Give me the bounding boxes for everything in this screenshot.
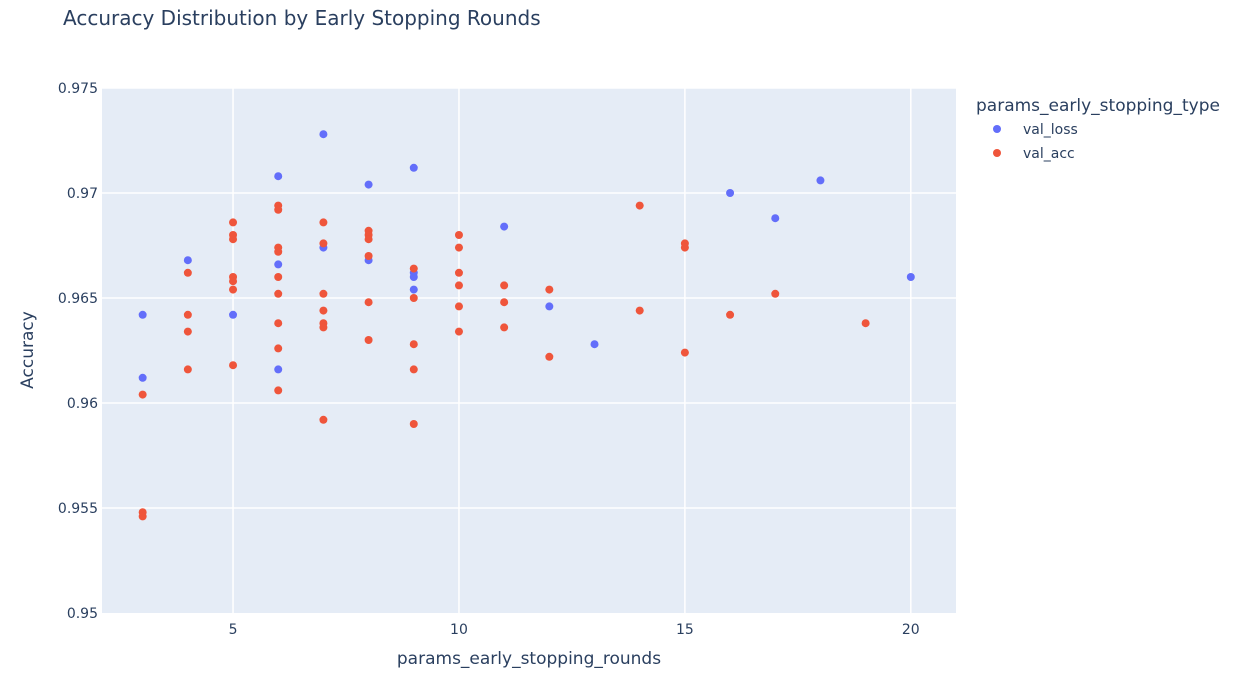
data-point[interactable] bbox=[138, 310, 147, 319]
data-point[interactable] bbox=[409, 163, 418, 172]
data-point[interactable] bbox=[545, 302, 554, 311]
x-tick-label: 5 bbox=[229, 622, 238, 638]
data-points bbox=[138, 130, 915, 521]
data-point[interactable] bbox=[274, 247, 283, 256]
data-point[interactable] bbox=[454, 268, 463, 277]
data-point[interactable] bbox=[364, 180, 373, 189]
legend-item-val_acc[interactable]: val_acc bbox=[993, 146, 1075, 162]
data-point[interactable] bbox=[409, 365, 418, 374]
data-point[interactable] bbox=[409, 294, 418, 302]
data-point[interactable] bbox=[726, 189, 735, 197]
legend-item-val_loss[interactable]: val_loss bbox=[993, 122, 1078, 138]
data-point[interactable] bbox=[816, 176, 825, 185]
data-point[interactable] bbox=[771, 289, 780, 298]
data-point[interactable] bbox=[138, 373, 147, 382]
data-point[interactable] bbox=[319, 323, 328, 332]
data-point[interactable] bbox=[364, 235, 373, 244]
legend-title: params_early_stopping_type bbox=[976, 96, 1220, 116]
grid-lines bbox=[102, 87, 956, 613]
data-point[interactable] bbox=[229, 235, 238, 244]
data-point[interactable] bbox=[183, 365, 192, 374]
data-point[interactable] bbox=[861, 319, 870, 328]
data-point[interactable] bbox=[635, 201, 644, 210]
y-tick-label: 0.95 bbox=[67, 606, 98, 622]
data-point[interactable] bbox=[274, 273, 283, 281]
data-point[interactable] bbox=[500, 298, 509, 307]
data-point[interactable] bbox=[454, 281, 463, 290]
series-val_acc bbox=[138, 201, 870, 521]
legend-label: val_loss bbox=[1023, 122, 1078, 138]
data-point[interactable] bbox=[229, 277, 238, 286]
plot-area bbox=[102, 88, 956, 613]
data-point[interactable] bbox=[726, 310, 735, 319]
data-point[interactable] bbox=[319, 306, 328, 315]
data-point[interactable] bbox=[409, 285, 418, 294]
data-point[interactable] bbox=[183, 268, 192, 277]
data-point[interactable] bbox=[138, 512, 147, 521]
legend-label: val_acc bbox=[1023, 146, 1075, 162]
x-axis-title: params_early_stopping_rounds bbox=[397, 649, 661, 669]
y-tick-label: 0.975 bbox=[58, 81, 98, 97]
data-point[interactable] bbox=[274, 344, 283, 353]
legend-marker bbox=[993, 125, 1001, 133]
data-point[interactable] bbox=[545, 352, 554, 361]
data-point[interactable] bbox=[545, 285, 554, 294]
data-point[interactable] bbox=[409, 340, 418, 349]
data-point[interactable] bbox=[274, 365, 283, 374]
data-point[interactable] bbox=[319, 218, 328, 227]
data-point[interactable] bbox=[364, 336, 373, 344]
data-point[interactable] bbox=[454, 327, 463, 336]
data-point[interactable] bbox=[274, 289, 283, 298]
data-point[interactable] bbox=[229, 285, 238, 294]
data-point[interactable] bbox=[274, 386, 283, 395]
data-point[interactable] bbox=[454, 231, 463, 239]
data-point[interactable] bbox=[364, 298, 373, 307]
data-point[interactable] bbox=[274, 172, 283, 181]
data-point[interactable] bbox=[500, 281, 509, 290]
data-point[interactable] bbox=[500, 323, 509, 332]
data-point[interactable] bbox=[680, 348, 689, 357]
x-tick-label: 15 bbox=[676, 622, 694, 638]
tick-labels: 0.95 0.955 0.96 0.965 0.97 0.975 5 10 15 20 bbox=[58, 81, 920, 638]
data-point[interactable] bbox=[319, 289, 328, 298]
data-point[interactable] bbox=[906, 273, 915, 281]
data-point[interactable] bbox=[454, 243, 463, 252]
data-point[interactable] bbox=[138, 390, 147, 399]
data-point[interactable] bbox=[229, 218, 238, 227]
data-point[interactable] bbox=[680, 243, 689, 252]
data-point[interactable] bbox=[229, 361, 238, 370]
x-tick-label: 20 bbox=[902, 622, 920, 638]
data-point[interactable] bbox=[500, 222, 509, 231]
data-point[interactable] bbox=[409, 273, 418, 281]
data-point[interactable] bbox=[364, 252, 373, 260]
data-point[interactable] bbox=[319, 130, 328, 139]
y-tick-label: 0.955 bbox=[58, 501, 98, 517]
data-point[interactable] bbox=[274, 260, 283, 269]
data-point[interactable] bbox=[409, 420, 418, 428]
data-point[interactable] bbox=[229, 310, 238, 319]
data-point[interactable] bbox=[274, 205, 283, 214]
data-point[interactable] bbox=[319, 239, 328, 248]
y-tick-label: 0.965 bbox=[58, 291, 98, 307]
y-tick-label: 0.97 bbox=[67, 186, 98, 202]
data-point[interactable] bbox=[319, 415, 328, 424]
data-point[interactable] bbox=[454, 302, 463, 311]
x-tick-label: 10 bbox=[450, 622, 468, 638]
legend[interactable]: params_early_stopping_type val_loss val_a… bbox=[976, 96, 1220, 162]
y-axis-title: Accuracy bbox=[18, 311, 38, 389]
chart-title: Accuracy Distribution by Early Stopping … bbox=[63, 6, 541, 30]
y-tick-label: 0.96 bbox=[67, 396, 98, 412]
data-point[interactable] bbox=[409, 264, 418, 273]
data-point[interactable] bbox=[590, 340, 599, 349]
data-point[interactable] bbox=[183, 256, 192, 265]
legend-marker bbox=[993, 149, 1001, 157]
data-point[interactable] bbox=[183, 310, 192, 319]
data-point[interactable] bbox=[635, 306, 644, 315]
data-point[interactable] bbox=[274, 319, 283, 328]
data-point[interactable] bbox=[771, 214, 780, 223]
data-point[interactable] bbox=[183, 327, 192, 336]
